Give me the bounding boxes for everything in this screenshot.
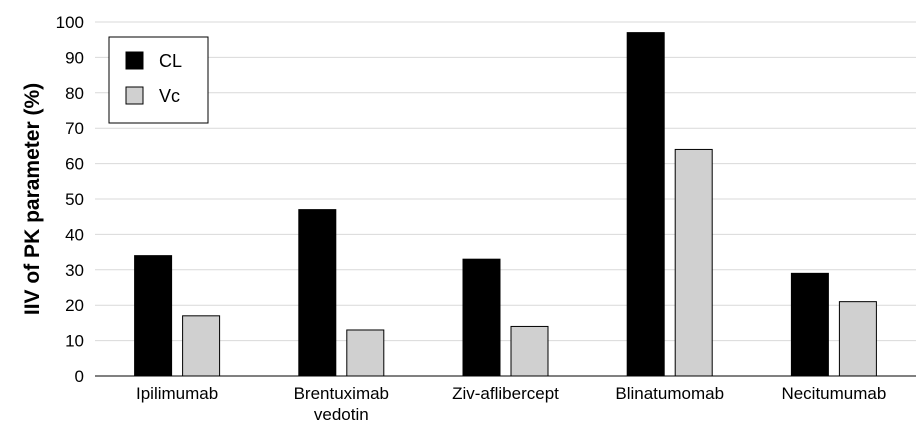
legend: CL Vc bbox=[108, 36, 209, 124]
legend-label: Vc bbox=[159, 86, 180, 106]
gridlines bbox=[95, 21, 916, 342]
y-tick-label: 50 bbox=[65, 190, 84, 209]
y-axis-ticks: 0 10 20 30 40 50 60 70 80 90 100 bbox=[56, 13, 84, 386]
bars bbox=[134, 32, 877, 377]
y-tick-label: 30 bbox=[65, 261, 84, 280]
x-axis-category-labels: Ipilimumab Brentuximab vedotin Ziv-afliberc… bbox=[136, 384, 886, 424]
y-tick-label: 10 bbox=[65, 332, 84, 351]
y-tick-label: 60 bbox=[65, 155, 84, 174]
y-tick-label: 40 bbox=[65, 225, 84, 244]
bar-cl bbox=[626, 32, 665, 377]
bar-cl bbox=[462, 258, 501, 377]
y-tick-label: 20 bbox=[65, 296, 84, 315]
legend-label: CL bbox=[159, 51, 182, 71]
bar-vc bbox=[182, 315, 221, 377]
legend-box bbox=[108, 36, 209, 124]
bar-vc bbox=[510, 325, 549, 377]
x-category-label: Necitumumab bbox=[781, 384, 886, 403]
y-tick-label: 80 bbox=[65, 84, 84, 103]
y-tick-label: 90 bbox=[65, 48, 84, 67]
bar-vc bbox=[346, 329, 385, 377]
x-category-label: vedotin bbox=[314, 405, 369, 424]
bar-cl bbox=[298, 209, 337, 377]
y-axis-label: IIV of PK parameter (%) bbox=[21, 83, 44, 315]
x-category-label: Ipilimumab bbox=[136, 384, 218, 403]
bar-cl bbox=[790, 272, 829, 377]
legend-swatch-cl bbox=[125, 51, 144, 70]
y-tick-label: 100 bbox=[56, 13, 84, 32]
x-category-label: Ziv-aflibercept bbox=[452, 384, 559, 403]
legend-swatch-vc bbox=[125, 86, 144, 105]
y-tick-label: 70 bbox=[65, 119, 84, 138]
x-category-label: Blinatumomab bbox=[615, 384, 724, 403]
bar-vc bbox=[674, 148, 713, 377]
x-category-label: Brentuximab bbox=[294, 384, 389, 403]
y-tick-label: 0 bbox=[75, 367, 84, 386]
bar-vc bbox=[838, 301, 877, 377]
bar-cl bbox=[134, 255, 173, 377]
